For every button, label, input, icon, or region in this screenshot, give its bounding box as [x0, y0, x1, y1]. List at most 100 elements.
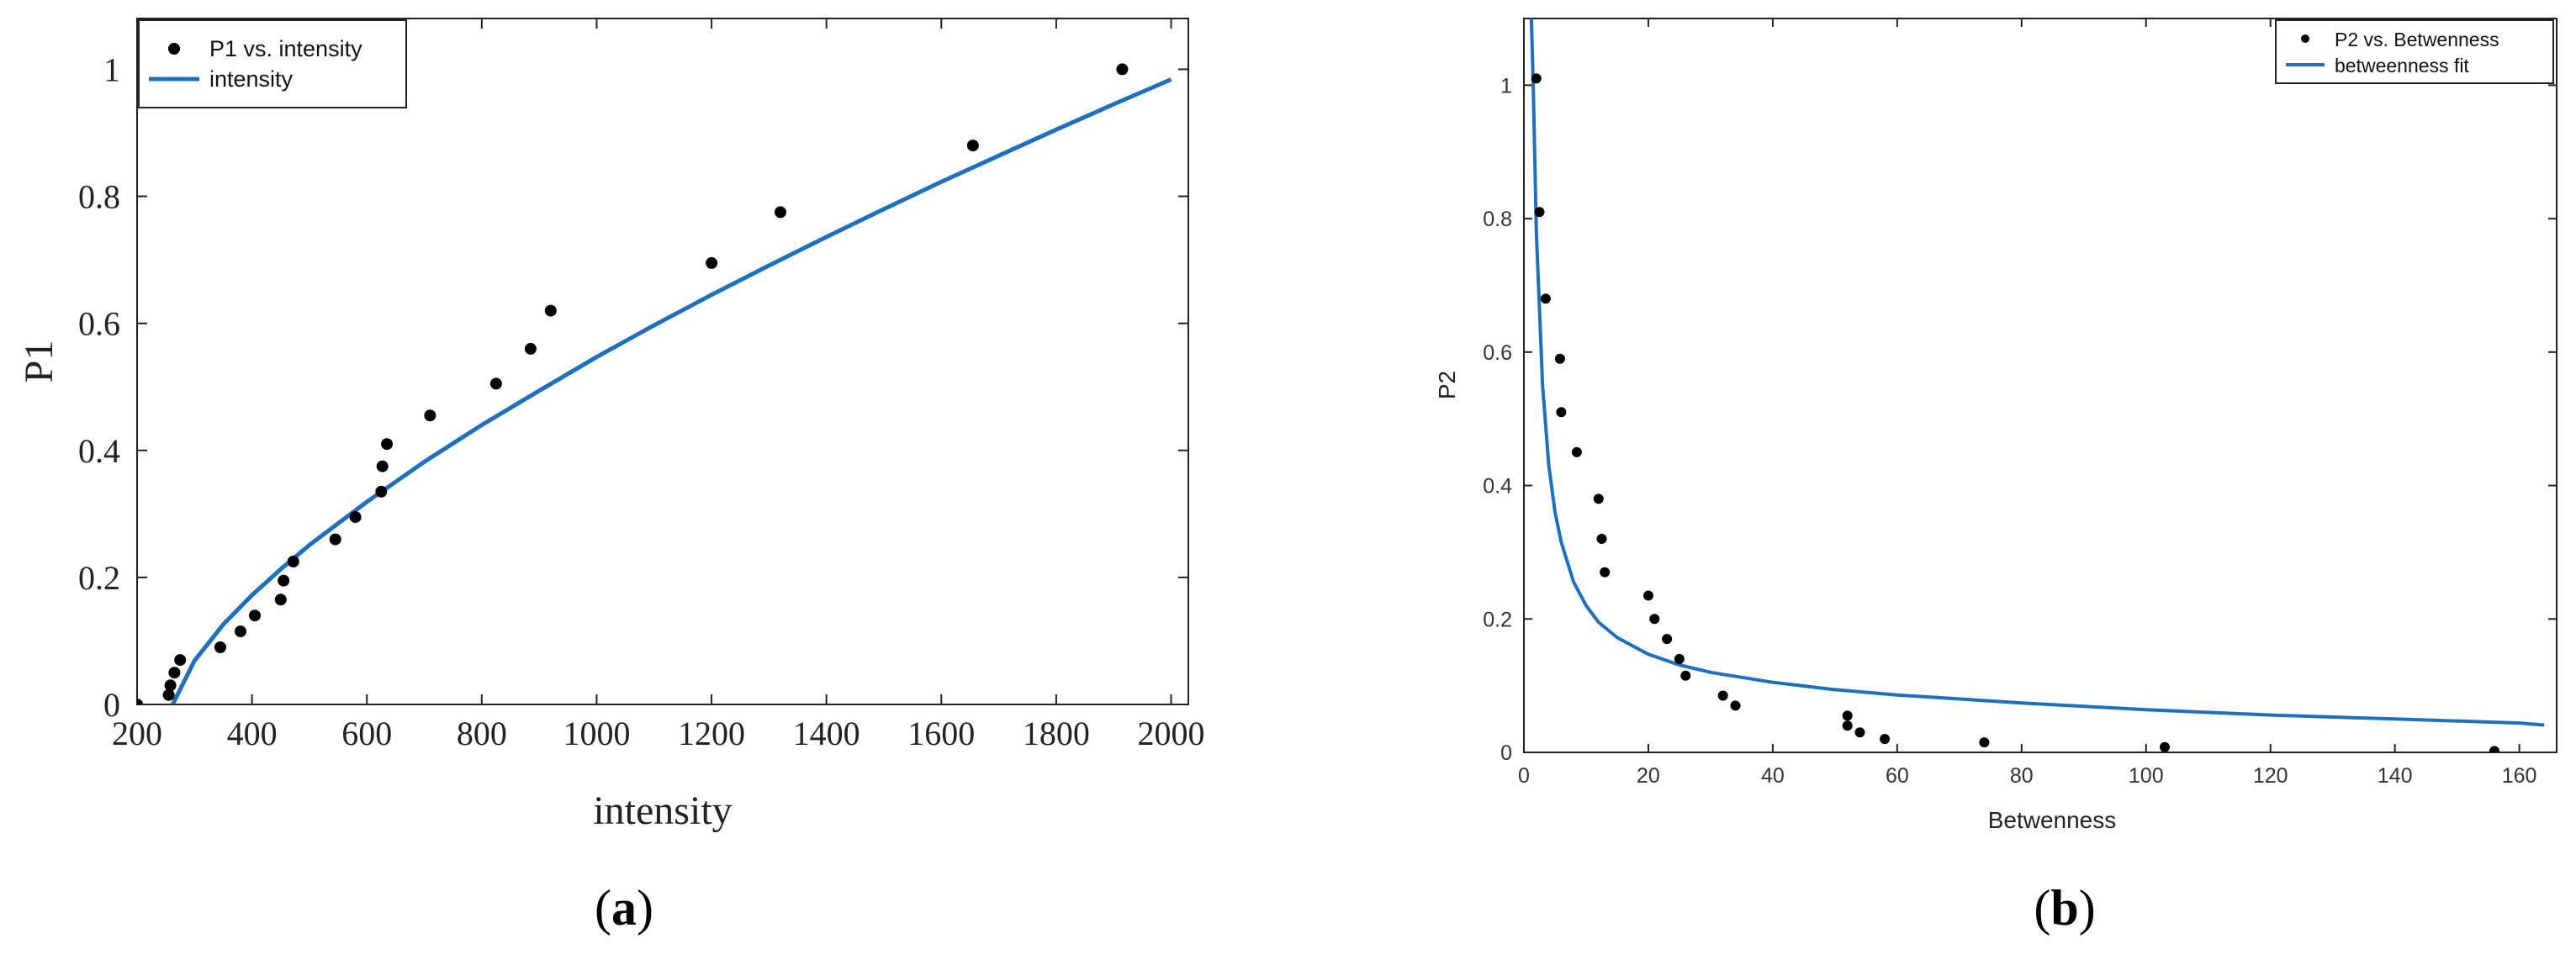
- data-point: [1680, 670, 1691, 681]
- y-tick-label: 0.8: [1483, 208, 1512, 231]
- data-point: [1880, 734, 1891, 745]
- legend: P2 vs. Betwenness betweenness fit: [2275, 19, 2554, 84]
- data-point: [376, 460, 389, 472]
- data-point: [706, 256, 718, 269]
- data-point: [137, 699, 143, 704]
- x-tick-label: 400: [227, 715, 278, 752]
- legend-marker: [2301, 34, 2309, 43]
- data-point: [168, 667, 181, 679]
- x-tick-label: 200: [112, 715, 162, 752]
- legend-label: betweenness fit: [2335, 55, 2469, 76]
- y-axis-label: P1: [17, 340, 61, 383]
- x-tick-label: 160: [2502, 764, 2537, 788]
- data-point: [1842, 710, 1853, 721]
- data-point: [1600, 567, 1611, 578]
- x-tick-label: 80: [2010, 764, 2034, 788]
- x-tick-label: 2000: [1138, 715, 1205, 752]
- data-point: [162, 688, 175, 701]
- data-point: [1854, 727, 1865, 738]
- data-point: [1531, 73, 1542, 84]
- data-point: [1979, 737, 1990, 748]
- data-point: [349, 511, 362, 524]
- data-point: [1593, 493, 1604, 504]
- data-point: [524, 342, 537, 355]
- data-point: [164, 679, 177, 692]
- data-point: [1662, 634, 1673, 645]
- data-point: [1534, 207, 1545, 218]
- data-point: [1554, 353, 1565, 364]
- y-axis-label: P2: [1434, 371, 1460, 399]
- data-point: [329, 533, 341, 546]
- data-point: [1730, 700, 1741, 711]
- panel-label-a: (a): [595, 880, 653, 936]
- data-point: [278, 574, 290, 587]
- data-point: [1596, 534, 1607, 544]
- legend-box: [138, 19, 407, 108]
- data-point: [489, 377, 502, 390]
- x-axis-label: Betwenness: [1988, 807, 2117, 833]
- y-tick-label: 0.6: [78, 305, 120, 343]
- data-point: [1649, 614, 1660, 625]
- data-point: [966, 140, 979, 152]
- x-tick-label: 140: [2378, 764, 2413, 788]
- data-point: [274, 593, 287, 606]
- fit-line: [1529, 18, 2545, 727]
- data-point: [1717, 690, 1728, 701]
- data-point: [1674, 653, 1685, 664]
- y-tick-label: 0.6: [1483, 341, 1512, 365]
- data-point: [375, 485, 388, 498]
- x-tick-label: 20: [1637, 764, 1660, 788]
- chart-b-betwenness: 0 20 40 60 80 100 120 140 160 0 0.2 0.4 0.6 0.8 1 Betwe…: [1434, 18, 2557, 833]
- y-tick-label: 1: [103, 50, 120, 88]
- data-point: [2160, 741, 2170, 752]
- x-tick-label: 1200: [678, 715, 745, 752]
- panel-label-b: (b): [2034, 880, 2095, 936]
- plot-content: [137, 63, 1172, 704]
- data-point: [381, 438, 394, 451]
- x-tick-label: 100: [2129, 764, 2164, 788]
- x-tick-label: 60: [1886, 764, 1909, 788]
- x-tick-label: 1400: [793, 715, 860, 752]
- x-tick-label: 120: [2253, 764, 2288, 788]
- legend-marker: [168, 43, 180, 55]
- x-tick-label: 1600: [907, 715, 975, 752]
- data-point: [174, 654, 187, 667]
- chart-a-intensity: 200 400 600 800 1000 1200 1400 1600 1800 2000 0 0.2…: [17, 18, 1205, 833]
- legend-label: intensity: [209, 66, 294, 92]
- data-point: [1571, 446, 1582, 457]
- data-point: [235, 625, 246, 638]
- x-tick-label: 40: [1761, 764, 1785, 788]
- legend-label: P2 vs. Betwenness: [2335, 29, 2499, 50]
- data-point: [775, 206, 786, 219]
- y-tick-label: 0.2: [1483, 608, 1512, 631]
- y-tick-label: 1: [1500, 74, 1512, 98]
- x-tick-label: 0: [1518, 764, 1530, 788]
- data-point: [1643, 590, 1653, 601]
- plot-content: [1529, 18, 2545, 752]
- plot-area-frame: [1523, 18, 2557, 753]
- y-tick-label: 0.8: [78, 178, 120, 216]
- y-tick-label: 0.4: [1483, 475, 1512, 498]
- legend-box: [2275, 19, 2554, 84]
- data-point: [1540, 293, 1551, 304]
- y-tick-label: 0.4: [78, 432, 120, 470]
- x-tick-label: 1800: [1023, 715, 1090, 752]
- data-point: [214, 641, 226, 653]
- data-point: [544, 304, 557, 317]
- legend-label: P1 vs. intensity: [209, 36, 362, 61]
- fit-line: [171, 77, 1172, 704]
- y-tick-label: 0: [103, 686, 120, 724]
- x-axis-label: intensity: [593, 789, 732, 833]
- data-point: [287, 556, 299, 567]
- y-tick-label: 0.2: [78, 559, 120, 597]
- data-point: [424, 409, 436, 422]
- x-tick-label: 1000: [563, 715, 630, 752]
- data-point: [1556, 407, 1567, 418]
- plot-area-frame: [136, 18, 1189, 705]
- data-point: [249, 609, 261, 622]
- legend: P1 vs. intensity intensity: [138, 19, 407, 108]
- y-tick-label: 0: [1500, 741, 1512, 765]
- data-point: [1842, 720, 1853, 731]
- x-tick-label: 800: [457, 715, 507, 752]
